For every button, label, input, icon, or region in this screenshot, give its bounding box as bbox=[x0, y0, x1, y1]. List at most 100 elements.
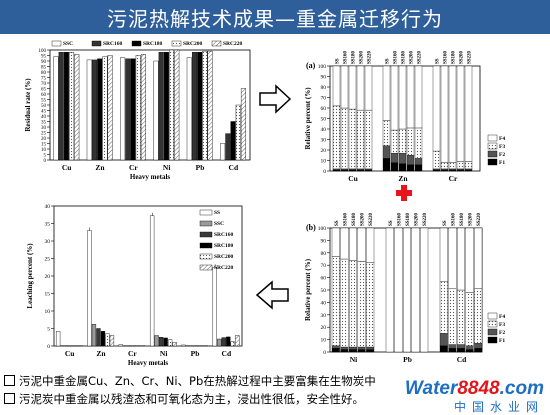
bar bbox=[97, 59, 102, 160]
y-axis-label: Leaching percent (%) bbox=[26, 243, 34, 309]
y-tick-label: 90 bbox=[41, 60, 47, 65]
stack-segment bbox=[440, 333, 448, 345]
stack-segment bbox=[349, 66, 356, 109]
bar bbox=[141, 54, 146, 160]
stack-segment bbox=[466, 350, 474, 352]
stack-segment bbox=[403, 228, 411, 352]
legend-swatch bbox=[212, 41, 221, 46]
y-tick-label: 50 bbox=[321, 117, 327, 123]
sample-label: SS220 bbox=[468, 50, 473, 64]
stack-segment bbox=[449, 289, 457, 345]
stack-segment bbox=[412, 228, 420, 352]
y-tick-label: 30 bbox=[41, 126, 47, 131]
x-tick-label: Cd bbox=[229, 163, 239, 172]
y-tick-label: 95 bbox=[41, 55, 47, 60]
sample-label: SS220 bbox=[423, 212, 428, 226]
legend-swatch bbox=[200, 221, 212, 226]
y-tick-label: 15 bbox=[41, 143, 47, 148]
bar bbox=[213, 267, 217, 346]
y-tick-label: 60 bbox=[41, 93, 47, 98]
bar bbox=[187, 58, 192, 160]
y-tick-label: 20 bbox=[321, 325, 327, 331]
x-tick-label: Cr bbox=[129, 163, 138, 172]
stack-segment bbox=[466, 228, 474, 292]
page-title: 污泥热解技术成果—重金属迁移行为 bbox=[107, 3, 443, 32]
legend-label: SRC220 bbox=[223, 41, 243, 47]
stack-segment bbox=[440, 346, 448, 352]
y-tick-label: 65 bbox=[41, 88, 47, 93]
y-tick-label: 40 bbox=[45, 204, 51, 210]
legend-label: F1 bbox=[499, 160, 505, 166]
bar bbox=[159, 52, 164, 160]
y-tick-label: 40 bbox=[321, 127, 327, 133]
stack-segment bbox=[457, 290, 465, 345]
x-tick-label: Ni bbox=[160, 349, 168, 358]
stack-segment bbox=[358, 261, 366, 347]
legend-swatch bbox=[132, 41, 141, 46]
bar bbox=[119, 345, 123, 346]
stack-segment bbox=[365, 110, 372, 169]
bar bbox=[203, 51, 208, 160]
legend-swatch bbox=[488, 159, 497, 165]
stack-segment bbox=[386, 228, 394, 352]
y-tick-label: 20 bbox=[45, 274, 51, 280]
bar bbox=[59, 52, 64, 160]
bar bbox=[150, 216, 154, 346]
legend-label: SRC180 bbox=[143, 41, 163, 47]
stack-segment bbox=[333, 106, 340, 169]
bar bbox=[174, 50, 179, 160]
y-axis-label: Relative percent (%) bbox=[304, 258, 312, 321]
y-tick-label: 0 bbox=[47, 344, 50, 350]
stack-segment bbox=[332, 348, 340, 352]
y-tick-label: 0 bbox=[323, 350, 326, 356]
bar bbox=[155, 336, 159, 347]
y-tick-label: 0 bbox=[44, 159, 47, 164]
stack-segment bbox=[465, 162, 472, 169]
sample-label: SS180 bbox=[452, 50, 457, 64]
stack-segment bbox=[349, 260, 357, 347]
y-tick-label: 50 bbox=[41, 104, 47, 109]
x-tick-label: Pb bbox=[196, 163, 205, 172]
bar bbox=[159, 337, 163, 346]
y-tick-label: 60 bbox=[321, 276, 327, 282]
stack-segment bbox=[341, 259, 349, 347]
sample-label: SS bbox=[336, 58, 341, 64]
stack-segment bbox=[399, 129, 406, 153]
stack-segment bbox=[366, 347, 374, 349]
bar bbox=[154, 61, 159, 160]
y-tick-label: 20 bbox=[41, 137, 47, 142]
title-banner: 污泥热解技术成果—重金属迁移行为 bbox=[0, 0, 550, 34]
stack-segment bbox=[332, 257, 340, 346]
legend-label: SSC bbox=[214, 221, 224, 227]
sample-label: SS200 bbox=[361, 212, 366, 226]
sample-label: SS160 bbox=[344, 50, 349, 64]
x-tick-label: Cu bbox=[62, 163, 72, 172]
checkbox-icon bbox=[4, 393, 15, 404]
legend-swatch bbox=[488, 329, 497, 335]
bar bbox=[131, 59, 136, 160]
legend-swatch bbox=[52, 41, 61, 46]
bar bbox=[226, 134, 231, 160]
stack-segment bbox=[433, 66, 440, 151]
y-tick-label: 10 bbox=[321, 338, 327, 344]
bar bbox=[217, 339, 221, 346]
bar bbox=[197, 52, 202, 160]
bar bbox=[241, 89, 246, 161]
sample-label: SS180 bbox=[352, 50, 357, 64]
bar bbox=[182, 345, 186, 346]
legend-label: F2 bbox=[499, 330, 505, 336]
y-tick-label: 50 bbox=[321, 288, 327, 294]
sample-label: SS220 bbox=[369, 212, 374, 226]
bar bbox=[236, 105, 241, 160]
stack-segment bbox=[415, 165, 422, 171]
sample-label: SS200 bbox=[460, 50, 465, 64]
bar bbox=[103, 57, 108, 160]
group-label: Cd bbox=[457, 355, 467, 364]
sample-label: SS220 bbox=[368, 50, 373, 64]
panel-label: (a) bbox=[306, 61, 316, 70]
x-tick-label: Cd bbox=[222, 349, 232, 358]
stack-segment bbox=[474, 348, 482, 352]
panel-label: (b) bbox=[306, 223, 316, 232]
bar bbox=[231, 342, 235, 346]
stack-segment bbox=[395, 228, 403, 352]
